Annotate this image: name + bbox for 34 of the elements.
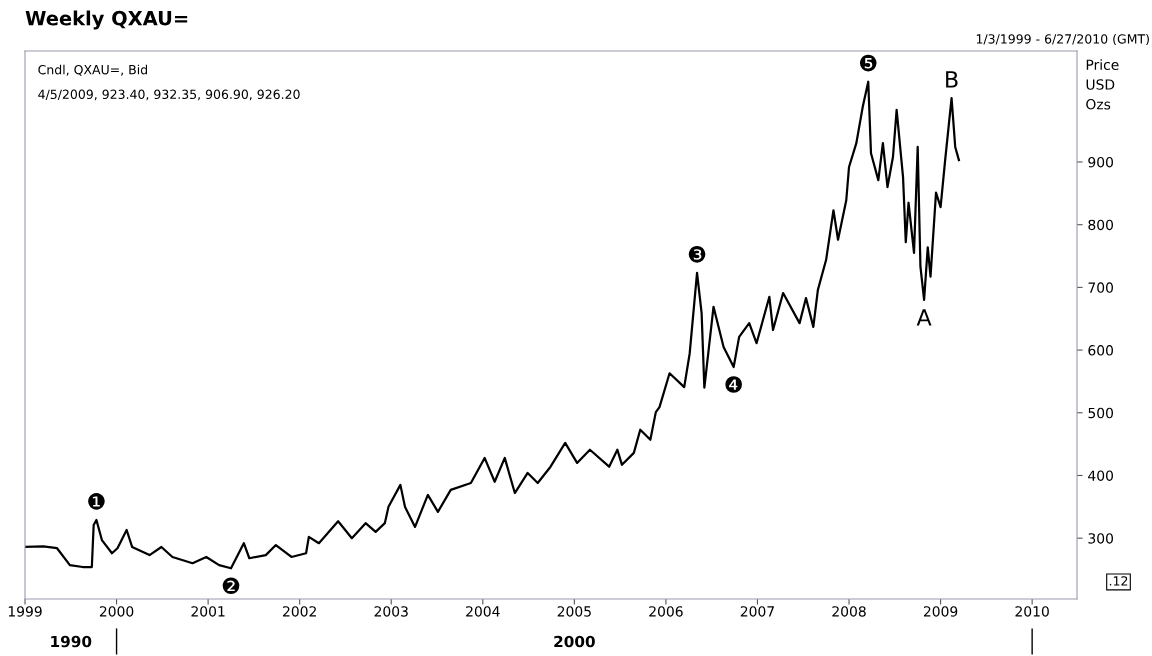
annotation: A [916,309,932,326]
x-tick-label: 2004 [466,606,500,617]
x-tick-label: 1999 [8,606,42,617]
y-tick-label: 500 [1088,407,1113,419]
annotation: ❶ [88,493,105,510]
x-tick-label: 2000 [99,606,134,617]
y-axis-title: Price USD Ozs [1086,59,1119,110]
x-tick-label: 2003 [374,606,408,617]
x-tick-label: 2009 [923,606,958,617]
y-tick-label: 600 [1088,345,1113,356]
y-tick-label: 800 [1088,219,1113,231]
x-tick-label: 2002 [283,606,316,617]
x-tick-label: 2006 [649,606,683,617]
x-tick-label: 2001 [191,606,225,617]
annotation: ❺ [859,54,877,72]
text: 1990 [51,635,92,648]
annotation: ❷ [222,577,240,595]
text: 2000 [554,635,595,648]
y-tick-label: 700 [1088,282,1113,293]
y-tick-label: 300 [1088,533,1113,544]
annotation: Cndl, QXAU=, Bid [38,64,147,76]
annotation: ❸ [688,246,706,263]
y-tick-label: 400 [1088,470,1113,481]
text: .12 [1109,576,1128,586]
x-tick-label: 2008 [832,606,866,617]
y-tick-label: 900 [1088,156,1113,168]
x-tick-label: 2010 [1015,606,1049,617]
x-tick-label: 2007 [740,606,774,617]
annotation: B [946,71,958,88]
x-tick-label: 2005 [557,606,591,617]
chart-subtitle: 1/3/1999 - 6/27/2010 (GMT) [976,33,1149,46]
annotation: ❹ [725,376,742,393]
chart-title: Weekly QXAU= [25,10,188,30]
annotation: 4/5/2009, 923.40, 932.35, 906.90, 926.20 [38,89,300,101]
